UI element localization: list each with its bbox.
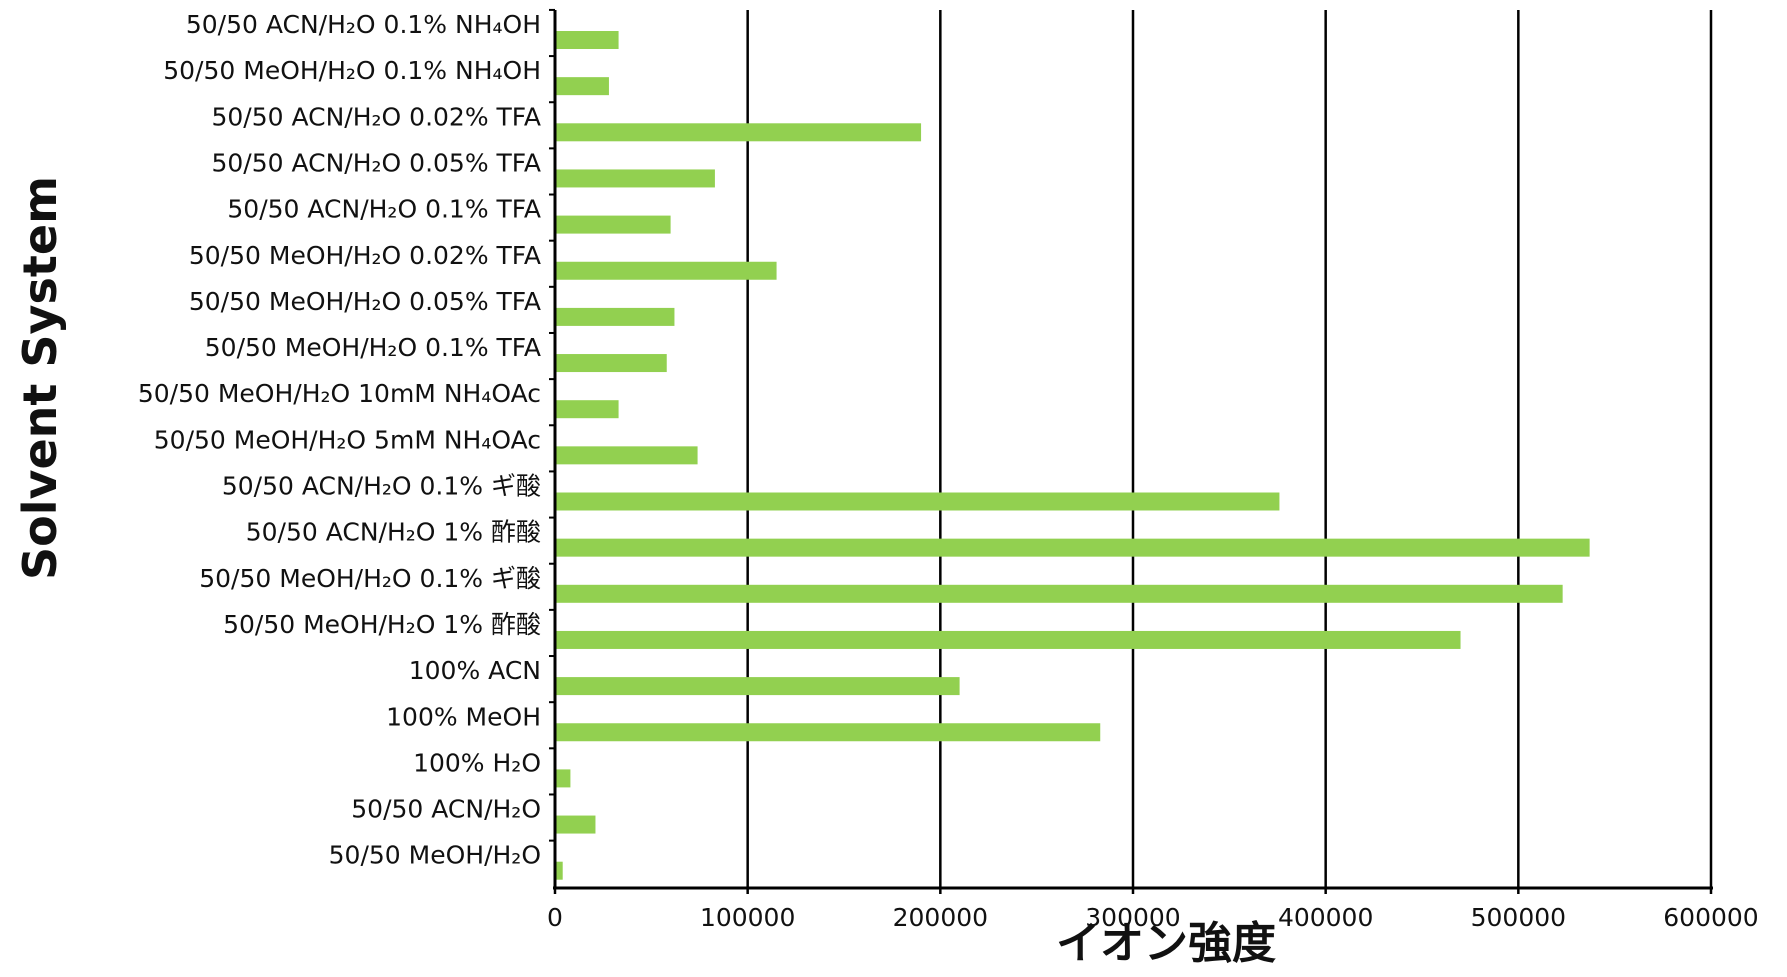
category-label: 100% MeOH: [386, 702, 541, 731]
category-label: 50/50 MeOH/H₂O 0.05% TFA: [189, 287, 541, 316]
category-label: 50/50 MeOH/H₂O 0.1% ギ酸: [199, 564, 541, 593]
bar: [556, 215, 671, 234]
grid-lines: [746, 10, 1713, 888]
category-labels: 50/50 ACN/H₂O 0.1% NH₄OH 50/50 MeOH/H₂O 0…: [138, 10, 541, 870]
category-label: 50/50 MeOH/H₂O 10mM NH₄OAc: [138, 379, 541, 408]
category-label: 50/50 ACN/H₂O 0.05% TFA: [211, 148, 541, 177]
category-label: 50/50 ACN/H₂O 0.1% TFA: [227, 195, 541, 224]
category-label: 50/50 ACN/H₂O: [351, 795, 541, 824]
bar: [556, 815, 596, 834]
category-label: 100% H₂O: [413, 748, 541, 777]
x-tick-labels: 0 100000 200000 300000 400000 500000 600000: [547, 903, 1759, 932]
bar: [556, 723, 1101, 742]
bar: [556, 630, 1461, 649]
x-tick-label: 400000: [1278, 903, 1373, 932]
category-label: 50/50 ACN/H₂O 0.1% NH₄OH: [186, 10, 541, 39]
y-axis-title: Solvent System: [13, 176, 67, 580]
bar: [556, 123, 922, 142]
x-tick-label: 500000: [1471, 903, 1566, 932]
category-label: 50/50 MeOH/H₂O 0.1% TFA: [205, 333, 541, 362]
x-tick-label: 100000: [700, 903, 795, 932]
x-axis-title: イオン強度: [1056, 918, 1276, 969]
axes: [549, 8, 1713, 894]
category-label: 50/50 ACN/H₂O 1% 酢酸: [246, 518, 541, 547]
category-label: 50/50 MeOH/H₂O 5mM NH₄OAc: [154, 425, 541, 454]
bar: [556, 354, 667, 373]
bar: [556, 861, 563, 880]
bars: [556, 31, 1590, 880]
bar: [556, 584, 1563, 603]
category-label: 50/50 MeOH/H₂O 0.1% NH₄OH: [163, 56, 541, 85]
bar: [556, 769, 571, 788]
bar: [556, 538, 1590, 557]
bar: [556, 677, 960, 696]
category-label: 50/50 ACN/H₂O 0.1% ギ酸: [222, 472, 541, 501]
bar: [556, 492, 1280, 511]
category-label: 100% ACN: [409, 656, 541, 685]
x-tick-label: 600000: [1663, 903, 1758, 932]
bar: [556, 77, 609, 96]
bar: [556, 446, 698, 465]
category-label: 50/50 ACN/H₂O 0.02% TFA: [211, 102, 541, 131]
bar: [556, 261, 777, 280]
bar: [556, 400, 619, 419]
category-label: 50/50 MeOH/H₂O: [329, 841, 541, 870]
bar: [556, 169, 715, 188]
x-tick-label: 200000: [893, 903, 988, 932]
bar: [556, 307, 675, 326]
category-label: 50/50 MeOH/H₂O 0.02% TFA: [189, 241, 541, 270]
x-tick-label: 0: [547, 903, 563, 932]
x-tick-label: 300000: [1085, 903, 1180, 932]
bar: [556, 31, 619, 49]
category-label: 50/50 MeOH/H₂O 1% 酢酸: [223, 610, 541, 639]
